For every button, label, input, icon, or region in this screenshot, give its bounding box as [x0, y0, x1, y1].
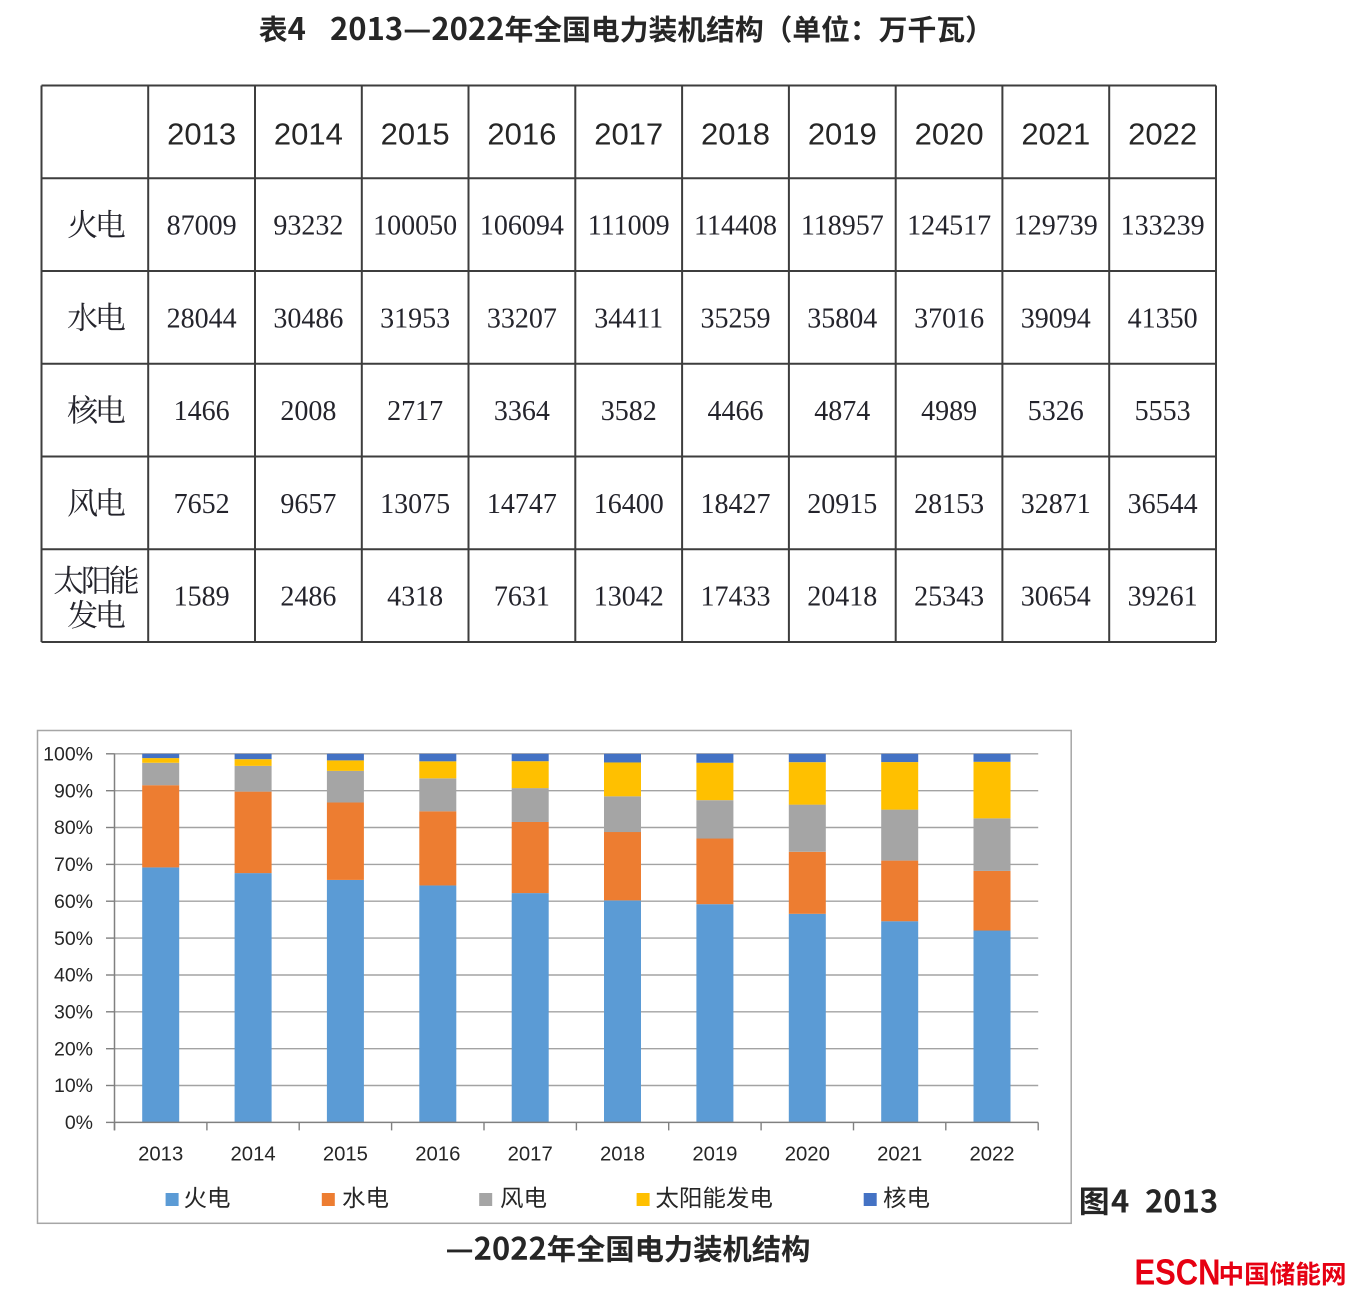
svg-text:32871: 32871: [1021, 489, 1091, 520]
svg-text:40%: 40%: [54, 965, 93, 987]
svg-text:4874: 4874: [814, 396, 870, 427]
svg-text:ESCN: ESCN: [1135, 1253, 1221, 1293]
svg-text:2021: 2021: [1021, 117, 1090, 152]
svg-text:20915: 20915: [807, 489, 877, 520]
svg-text:25343: 25343: [914, 582, 984, 613]
svg-text:133239: 133239: [1121, 211, 1205, 242]
svg-text:2018: 2018: [600, 1143, 645, 1165]
svg-text:3364: 3364: [494, 396, 550, 427]
svg-text:2017: 2017: [508, 1143, 553, 1165]
svg-text:33207: 33207: [487, 303, 557, 334]
svg-text:41350: 41350: [1128, 303, 1198, 334]
svg-text:17433: 17433: [701, 582, 771, 613]
svg-text:2014: 2014: [274, 117, 343, 152]
svg-text:124517: 124517: [907, 211, 991, 242]
svg-text:93232: 93232: [273, 211, 343, 242]
svg-text:2486: 2486: [280, 582, 336, 613]
svg-text:2018: 2018: [701, 117, 770, 152]
svg-text:60%: 60%: [54, 891, 93, 913]
svg-text:50%: 50%: [54, 928, 93, 950]
svg-text:16400: 16400: [594, 489, 664, 520]
svg-text:114408: 114408: [694, 211, 777, 242]
svg-text:2016: 2016: [487, 117, 556, 152]
svg-text:2022: 2022: [969, 1143, 1014, 1165]
svg-text:10%: 10%: [54, 1075, 93, 1097]
svg-text:7652: 7652: [174, 489, 230, 520]
svg-text:2016: 2016: [415, 1143, 460, 1165]
svg-text:100%: 100%: [43, 744, 93, 766]
svg-text:9657: 9657: [280, 489, 336, 520]
svg-text:2014: 2014: [231, 1143, 276, 1165]
svg-text:1466: 1466: [174, 396, 230, 427]
svg-text:2021: 2021: [877, 1143, 922, 1165]
svg-text:2019: 2019: [808, 117, 877, 152]
svg-text:30486: 30486: [273, 303, 343, 334]
svg-text:4318: 4318: [387, 582, 443, 613]
svg-text:31953: 31953: [380, 303, 450, 334]
svg-text:5326: 5326: [1028, 396, 1084, 427]
svg-text:13042: 13042: [594, 582, 664, 613]
svg-text:37016: 37016: [914, 303, 984, 334]
svg-text:2013: 2013: [138, 1143, 183, 1165]
svg-text:30654: 30654: [1021, 582, 1091, 613]
svg-text:13075: 13075: [380, 489, 450, 520]
svg-text:2013: 2013: [167, 117, 236, 152]
svg-text:129739: 129739: [1014, 211, 1098, 242]
svg-text:2019: 2019: [692, 1143, 737, 1165]
svg-text:90%: 90%: [54, 780, 93, 802]
svg-text:18427: 18427: [701, 489, 771, 520]
svg-text:2015: 2015: [381, 117, 450, 152]
svg-text:4989: 4989: [921, 396, 977, 427]
svg-text:2020: 2020: [785, 1143, 830, 1165]
svg-text:7631: 7631: [494, 582, 550, 613]
svg-text:0%: 0%: [65, 1112, 93, 1134]
svg-text:1589: 1589: [174, 582, 230, 613]
svg-text:111009: 111009: [588, 211, 670, 242]
svg-text:2022: 2022: [1128, 117, 1197, 152]
svg-text:100050: 100050: [373, 211, 457, 242]
svg-text:2008: 2008: [280, 396, 336, 427]
svg-text:87009: 87009: [167, 211, 237, 242]
svg-text:34411: 34411: [594, 303, 663, 334]
svg-text:2717: 2717: [387, 396, 443, 427]
svg-text:80%: 80%: [54, 817, 93, 839]
svg-text:39094: 39094: [1021, 303, 1091, 334]
svg-text:20%: 20%: [54, 1038, 93, 1060]
svg-text:20418: 20418: [807, 582, 877, 613]
svg-text:14747: 14747: [487, 489, 557, 520]
svg-text:2015: 2015: [323, 1143, 368, 1165]
svg-text:2017: 2017: [594, 117, 663, 152]
svg-text:35804: 35804: [807, 303, 877, 334]
svg-text:5553: 5553: [1135, 396, 1191, 427]
svg-text:70%: 70%: [54, 854, 93, 876]
svg-text:28153: 28153: [914, 489, 984, 520]
svg-text:106094: 106094: [480, 211, 564, 242]
svg-text:30%: 30%: [54, 1002, 93, 1024]
svg-text:28044: 28044: [167, 303, 237, 334]
svg-text:35259: 35259: [701, 303, 771, 334]
svg-text:4466: 4466: [708, 396, 764, 427]
svg-text:36544: 36544: [1128, 489, 1198, 520]
svg-text:2020: 2020: [915, 117, 984, 152]
svg-text:3582: 3582: [601, 396, 657, 427]
svg-text:118957: 118957: [801, 211, 884, 242]
svg-text:39261: 39261: [1128, 582, 1198, 613]
